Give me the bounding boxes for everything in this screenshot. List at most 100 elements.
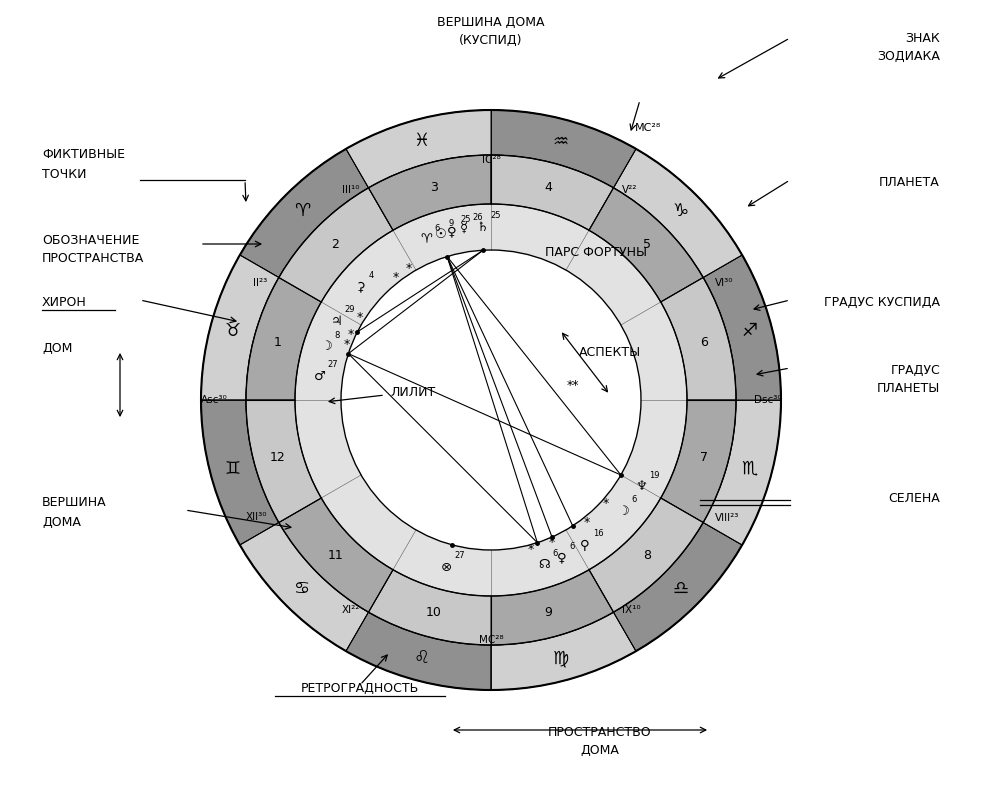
Text: ♉: ♉ bbox=[224, 322, 241, 340]
Wedge shape bbox=[279, 188, 393, 302]
Text: 2: 2 bbox=[331, 238, 339, 250]
Text: ☿: ☿ bbox=[460, 222, 468, 236]
Text: ♆: ♆ bbox=[635, 480, 647, 493]
Circle shape bbox=[295, 204, 687, 596]
Text: ♒: ♒ bbox=[552, 133, 568, 150]
Text: 9: 9 bbox=[448, 218, 454, 227]
Text: *: * bbox=[528, 543, 534, 556]
Text: ♂: ♂ bbox=[314, 370, 325, 382]
Text: (КУСПИД): (КУСПИД) bbox=[459, 34, 523, 46]
Text: ♌: ♌ bbox=[414, 650, 430, 667]
Text: ⊗: ⊗ bbox=[440, 561, 452, 574]
Wedge shape bbox=[240, 149, 369, 278]
Text: ПАРС ФОРТУНЫ: ПАРС ФОРТУНЫ bbox=[545, 246, 647, 258]
Text: 1: 1 bbox=[274, 337, 282, 350]
Text: ♄: ♄ bbox=[476, 221, 488, 234]
Wedge shape bbox=[661, 400, 736, 522]
Text: 27: 27 bbox=[327, 360, 338, 369]
Wedge shape bbox=[201, 400, 279, 545]
Text: ФИКТИВНЫЕ: ФИКТИВНЫЕ bbox=[42, 149, 125, 162]
Text: III¹⁰: III¹⁰ bbox=[342, 185, 360, 195]
Text: ♊: ♊ bbox=[224, 460, 241, 478]
Text: ♑: ♑ bbox=[672, 202, 688, 220]
Text: ♓: ♓ bbox=[414, 133, 430, 150]
Text: 10: 10 bbox=[426, 606, 442, 619]
Text: ПРОСТРАНСТВА: ПРОСТРАНСТВА bbox=[42, 251, 145, 265]
Text: MC²⁸: MC²⁸ bbox=[479, 635, 503, 645]
Wedge shape bbox=[613, 522, 742, 651]
Text: ЗНАК: ЗНАК bbox=[905, 31, 940, 45]
Text: MC²⁸: MC²⁸ bbox=[635, 123, 662, 133]
Text: ГРАДУС КУСПИДА: ГРАДУС КУСПИДА bbox=[824, 295, 940, 309]
Wedge shape bbox=[201, 255, 279, 400]
Text: СЕЛЕНА: СЕЛЕНА bbox=[889, 491, 940, 505]
Text: ♀: ♀ bbox=[556, 551, 566, 565]
Circle shape bbox=[341, 250, 641, 550]
Wedge shape bbox=[613, 149, 742, 278]
Text: 8: 8 bbox=[643, 550, 651, 562]
Text: ♀: ♀ bbox=[447, 225, 457, 238]
Text: ПРОСТРАНСТВО: ПРОСТРАНСТВО bbox=[549, 726, 652, 738]
Text: 25: 25 bbox=[460, 215, 471, 225]
Text: ДОМА: ДОМА bbox=[42, 515, 81, 529]
Text: ♋: ♋ bbox=[294, 580, 310, 598]
Text: *: * bbox=[406, 262, 412, 275]
Text: *: * bbox=[583, 516, 590, 529]
Text: *: * bbox=[343, 338, 349, 351]
Text: ЗОДИАКА: ЗОДИАКА bbox=[877, 50, 940, 62]
Text: 5: 5 bbox=[643, 238, 651, 250]
Wedge shape bbox=[240, 522, 369, 651]
Text: ⚲: ⚲ bbox=[580, 538, 590, 551]
Text: ОБОЗНАЧЕНИЕ: ОБОЗНАЧЕНИЕ bbox=[42, 234, 140, 246]
Wedge shape bbox=[491, 110, 636, 188]
Text: 7: 7 bbox=[700, 450, 708, 463]
Text: 16: 16 bbox=[593, 529, 604, 538]
Text: 12: 12 bbox=[270, 450, 286, 463]
Wedge shape bbox=[661, 278, 736, 400]
Text: 3: 3 bbox=[430, 181, 437, 194]
Text: ♈: ♈ bbox=[294, 202, 310, 220]
Text: ♎: ♎ bbox=[672, 580, 688, 598]
Text: 6: 6 bbox=[631, 495, 637, 504]
Text: ВЕРШИНА ДОМА: ВЕРШИНА ДОМА bbox=[437, 15, 545, 29]
Wedge shape bbox=[491, 155, 613, 230]
Text: XI²²: XI²² bbox=[341, 605, 360, 615]
Wedge shape bbox=[346, 110, 491, 188]
Wedge shape bbox=[491, 612, 636, 690]
Wedge shape bbox=[369, 570, 491, 645]
Text: 6: 6 bbox=[700, 337, 708, 350]
Text: *: * bbox=[347, 328, 354, 341]
Text: VIII²³: VIII²³ bbox=[715, 513, 739, 522]
Text: *: * bbox=[603, 498, 609, 510]
Text: 11: 11 bbox=[327, 550, 343, 562]
Text: 27: 27 bbox=[454, 551, 465, 560]
Text: ♍: ♍ bbox=[552, 650, 568, 667]
Text: ТОЧКИ: ТОЧКИ bbox=[42, 169, 87, 182]
Text: 29: 29 bbox=[345, 306, 356, 314]
Text: 6: 6 bbox=[552, 549, 557, 558]
Wedge shape bbox=[279, 498, 393, 612]
Text: 4: 4 bbox=[545, 181, 552, 194]
Text: 6: 6 bbox=[569, 542, 575, 551]
Text: ♐: ♐ bbox=[741, 322, 758, 340]
Wedge shape bbox=[369, 155, 491, 230]
Text: ☉: ☉ bbox=[434, 228, 446, 241]
Text: ♈: ♈ bbox=[421, 233, 433, 246]
Text: II²³: II²³ bbox=[253, 278, 267, 287]
Text: ДОМ: ДОМ bbox=[42, 342, 73, 354]
Text: ЛИЛИТ: ЛИЛИТ bbox=[390, 386, 435, 398]
Text: 6: 6 bbox=[434, 223, 439, 233]
Text: Asc³⁰: Asc³⁰ bbox=[202, 395, 228, 405]
Text: *: * bbox=[392, 271, 399, 284]
Text: 19: 19 bbox=[649, 470, 660, 479]
Text: VI³⁰: VI³⁰ bbox=[715, 278, 733, 287]
Wedge shape bbox=[589, 498, 703, 612]
Text: IC²⁸: IC²⁸ bbox=[482, 155, 500, 165]
Text: 9: 9 bbox=[545, 606, 552, 619]
Text: 26: 26 bbox=[472, 213, 483, 222]
Wedge shape bbox=[703, 400, 781, 545]
Text: *: * bbox=[357, 311, 363, 324]
Text: 4: 4 bbox=[369, 270, 374, 279]
Text: Dsc³⁰: Dsc³⁰ bbox=[754, 395, 781, 405]
Text: 8: 8 bbox=[334, 330, 340, 339]
